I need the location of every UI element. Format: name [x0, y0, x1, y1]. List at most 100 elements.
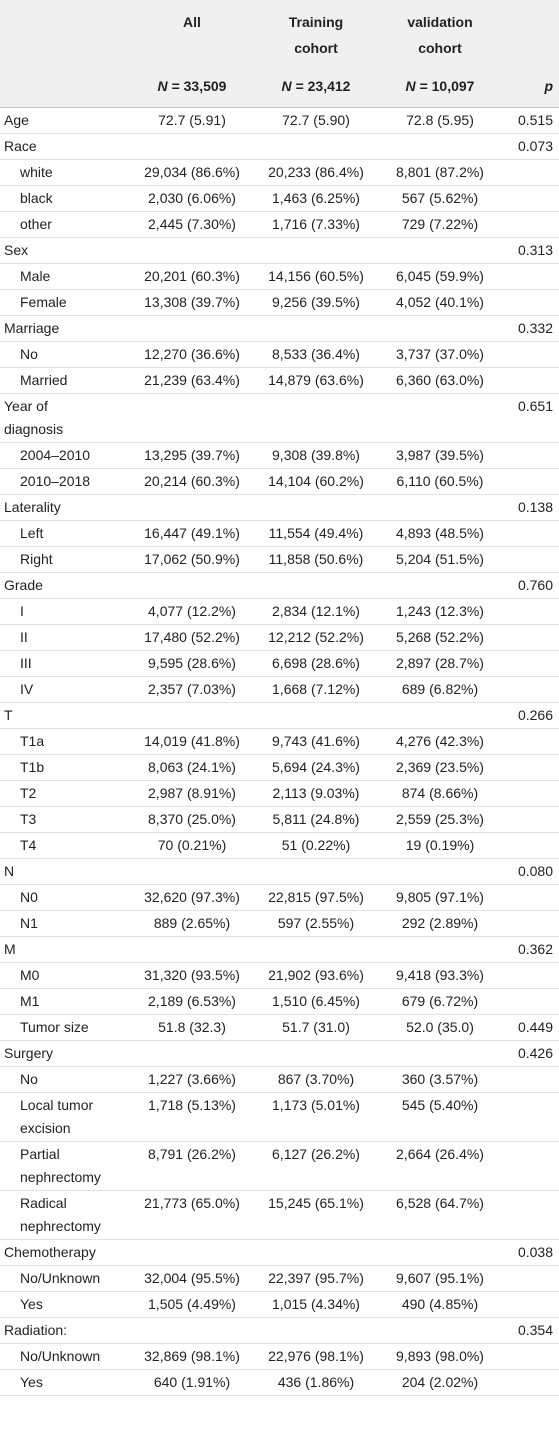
row-label: Surgery [4, 1045, 54, 1061]
column-title: validation cohort [407, 14, 473, 56]
cell: 21,773 (65.0%) [144, 1195, 240, 1211]
row-label: black [20, 190, 53, 206]
table-row: other 2,445 (7.30%) 1,716 (7.33%) 729 (7.22… [0, 212, 559, 238]
row-label: T3 [20, 811, 37, 827]
cell [378, 860, 502, 883]
p-value [502, 652, 559, 675]
cell: 6,127 (26.2%) [272, 1146, 360, 1162]
cell: 729 (7.22%) [401, 216, 479, 232]
table-row: Laterality 0.138 [0, 495, 559, 521]
column-n: N = 10,097 [378, 73, 502, 99]
row-label: No [20, 1071, 38, 1087]
cell: 22,976 (98.1%) [268, 1348, 364, 1364]
table-row: Right 17,062 (50.9%) 11,858 (50.6%) 5,204 (… [0, 547, 559, 573]
table-row: M0 31,320 (93.5%) 21,902 (93.6%) 9,418 (93.… [0, 963, 559, 989]
p-value [502, 964, 559, 987]
cell: 2,987 (8.91%) [148, 785, 236, 801]
p-value: 0.313 [517, 242, 553, 258]
cell [378, 395, 502, 441]
table-row: Married 21,239 (63.4%) 14,879 (63.6%) 6,360… [0, 368, 559, 394]
cell: 51.7 (31.0) [282, 1019, 350, 1035]
row-label: Sex [4, 242, 29, 258]
row-label: Age [4, 112, 29, 128]
p-value [502, 626, 559, 649]
cell: 436 (1.86%) [277, 1374, 355, 1390]
row-label: M1 [20, 993, 40, 1009]
cell: 32,004 (95.5%) [144, 1270, 240, 1286]
n-symbol: N [281, 78, 292, 94]
cell: 1,718 (5.13%) [148, 1097, 236, 1113]
cell: 12,270 (36.6%) [144, 346, 240, 362]
cell: 490 (4.85%) [401, 1296, 479, 1312]
cell: 52.0 (35.0) [406, 1019, 474, 1035]
cell: 2,897 (28.7%) [396, 655, 484, 671]
cell [378, 135, 502, 158]
p-value [502, 213, 559, 236]
cell [254, 317, 378, 340]
row-label: 2004–2010 [20, 447, 91, 463]
table-row: Chemotherapy 0.038 [0, 1240, 559, 1266]
p-value [502, 886, 559, 909]
cell [130, 496, 254, 519]
table-row: Age 72.7 (5.91) 72.7 (5.90) 72.8 (5.95) 0.51… [0, 108, 559, 134]
cell: 4,077 (12.2%) [148, 603, 236, 619]
cell [254, 860, 378, 883]
p-value [502, 161, 559, 184]
cell [378, 704, 502, 727]
cell: 597 (2.55%) [277, 915, 355, 931]
table-row: T2 2,987 (8.91%) 2,113 (9.03%) 874 (8.66%) [0, 781, 559, 807]
cell: 6,528 (64.7%) [396, 1195, 484, 1211]
header-cell: All N = 33,509 [130, 0, 254, 107]
p-value [502, 678, 559, 701]
p-value [502, 990, 559, 1013]
cell: 22,815 (97.5%) [268, 889, 364, 905]
cell: 32,869 (98.1%) [144, 1348, 240, 1364]
cell [254, 1319, 378, 1342]
cell: 6,698 (28.6%) [272, 655, 360, 671]
table-row: white 29,034 (86.6%) 20,233 (86.4%) 8,801 (… [0, 160, 559, 186]
cell: 545 (5.40%) [401, 1097, 479, 1113]
cell [254, 1042, 378, 1065]
cell: 21,239 (63.4%) [144, 372, 240, 388]
p-value [502, 1143, 559, 1189]
cell [130, 704, 254, 727]
cell: 1,463 (6.25%) [272, 190, 360, 206]
cell: 70 (0.21%) [157, 837, 227, 853]
row-label: Married [20, 372, 68, 388]
row-label: white [20, 164, 53, 180]
cell: 6,110 (60.5%) [396, 473, 484, 489]
cell [130, 135, 254, 158]
cell: 1,227 (3.66%) [148, 1071, 236, 1087]
n-symbol: N [405, 78, 416, 94]
cell [130, 574, 254, 597]
cell [378, 1241, 502, 1264]
cell: 72.7 (5.90) [282, 112, 350, 128]
cell: 2,559 (25.3%) [396, 811, 484, 827]
p-value [502, 808, 559, 831]
cell: 14,879 (63.6%) [268, 372, 364, 388]
p-value [502, 265, 559, 288]
cell: 14,104 (60.2%) [268, 473, 364, 489]
cell: 72.7 (5.91) [158, 112, 226, 128]
cell [130, 1042, 254, 1065]
p-value: 0.426 [517, 1045, 553, 1061]
cell [130, 395, 254, 441]
column-n: N = 33,509 [130, 73, 254, 99]
table-row: N0 32,620 (97.3%) 22,815 (97.5%) 9,805 (97.… [0, 885, 559, 911]
row-label: Female [20, 294, 67, 310]
column-title: All [183, 14, 201, 30]
cell [130, 239, 254, 262]
table-row: III 9,595 (28.6%) 6,698 (28.6%) 2,897 (28.7… [0, 651, 559, 677]
p-value [502, 343, 559, 366]
cell: 51 (0.22%) [281, 837, 351, 853]
row-label: Grade [4, 577, 43, 593]
cell: 17,062 (50.9%) [144, 551, 240, 567]
row-label: II [20, 629, 28, 645]
row-label: Yes [20, 1374, 43, 1390]
row-label: Marriage [4, 320, 60, 336]
table-row: No/Unknown 32,004 (95.5%) 22,397 (95.7%) 9,… [0, 1266, 559, 1292]
table-row: Partial nephrectomy 8,791 (26.2%) 6,127 (2… [0, 1142, 559, 1191]
cell: 1,243 (12.3%) [396, 603, 484, 619]
row-label: Tumor size [20, 1019, 89, 1035]
p-value [502, 1293, 559, 1316]
